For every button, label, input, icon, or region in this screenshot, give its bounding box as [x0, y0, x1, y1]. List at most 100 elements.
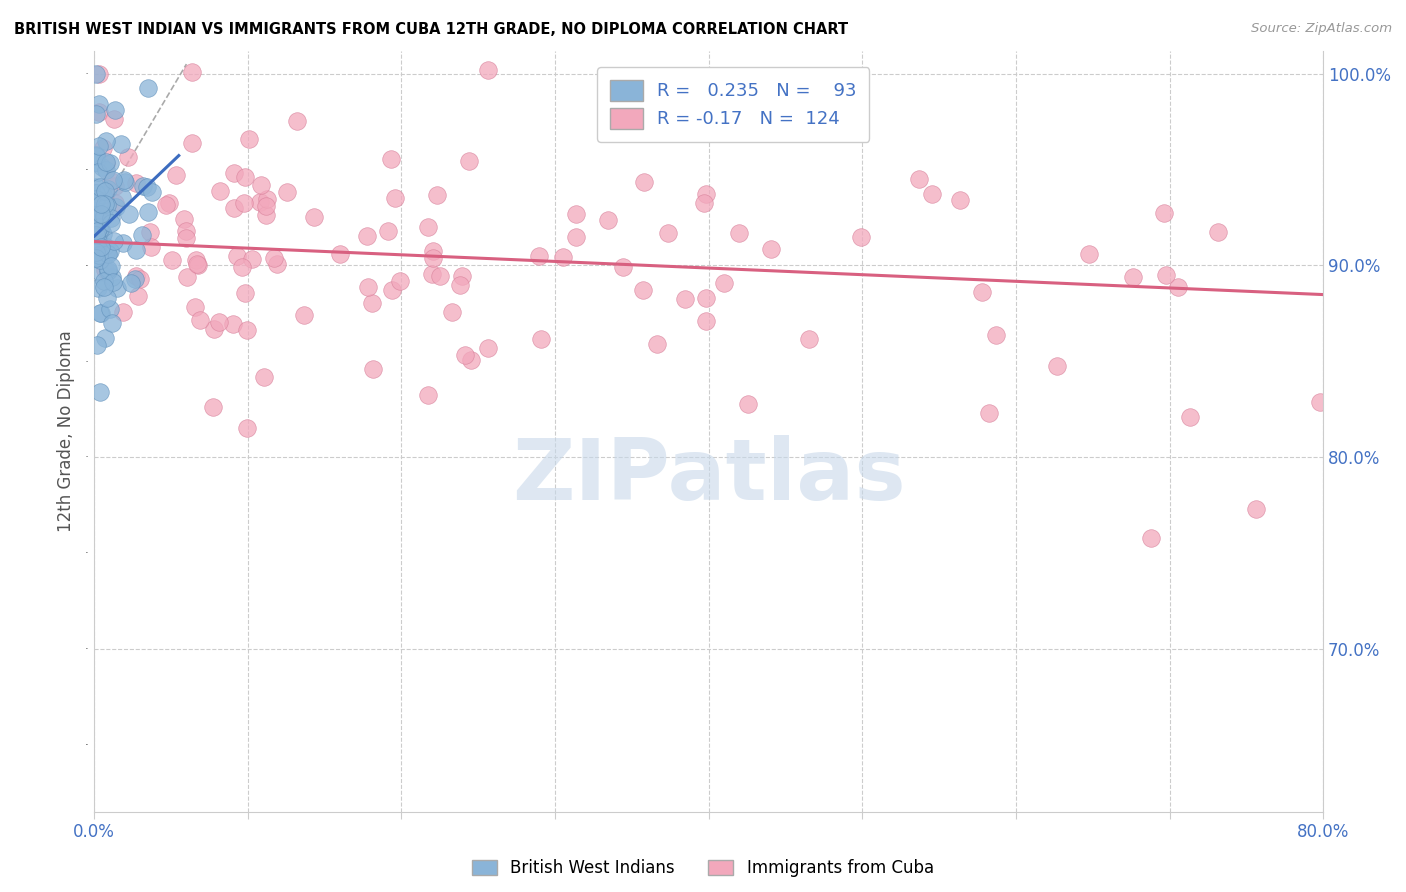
Point	[737, 396, 759, 410]
Point	[110, 136, 132, 151]
Point	[87, 105, 110, 120]
Text: ZIPatlas: ZIPatlas	[512, 435, 905, 518]
Point	[139, 226, 162, 240]
Point	[984, 328, 1007, 343]
Point	[91, 188, 114, 202]
Point	[530, 332, 553, 346]
Point	[93, 274, 115, 288]
Point	[612, 260, 634, 274]
Point	[174, 224, 197, 238]
Point	[103, 234, 125, 248]
Point	[759, 242, 782, 256]
Legend: British West Indians, Immigrants from Cuba: British West Indians, Immigrants from Cu…	[465, 853, 941, 884]
Point	[231, 260, 253, 275]
Point	[91, 141, 114, 155]
Point	[84, 148, 107, 162]
Point	[87, 215, 110, 229]
Point	[127, 288, 149, 302]
Point	[292, 308, 315, 322]
Point	[173, 212, 195, 227]
Point	[86, 338, 108, 352]
Point	[89, 222, 111, 236]
Point	[132, 178, 155, 193]
Point	[107, 281, 129, 295]
Point	[250, 178, 273, 193]
Point	[96, 246, 118, 260]
Point	[135, 180, 157, 194]
Point	[222, 201, 245, 215]
Point	[418, 219, 440, 234]
Point	[157, 196, 180, 211]
Point	[141, 186, 163, 200]
Point	[84, 67, 107, 81]
Point	[256, 192, 278, 206]
Point	[86, 251, 108, 265]
Point	[101, 275, 124, 289]
Point	[1178, 409, 1201, 424]
Point	[1046, 359, 1069, 374]
Point	[94, 184, 117, 198]
Point	[125, 268, 148, 283]
Point	[1206, 225, 1229, 239]
Text: Source: ZipAtlas.com: Source: ZipAtlas.com	[1251, 22, 1392, 36]
Point	[87, 220, 110, 235]
Point	[645, 337, 668, 351]
Point	[357, 280, 380, 294]
Point	[131, 228, 153, 243]
Point	[100, 174, 122, 188]
Point	[86, 206, 108, 220]
Point	[96, 135, 118, 149]
Point	[84, 213, 107, 227]
Point	[89, 179, 111, 194]
Point	[141, 240, 163, 254]
Point	[224, 166, 246, 180]
Point	[94, 239, 117, 253]
Point	[101, 317, 124, 331]
Point	[249, 195, 271, 210]
Point	[384, 191, 406, 205]
Point	[104, 178, 127, 193]
Point	[377, 223, 399, 237]
Point	[529, 249, 551, 263]
Point	[86, 280, 108, 294]
Point	[100, 216, 122, 230]
Point	[1154, 268, 1177, 283]
Point	[136, 205, 159, 219]
Point	[551, 250, 574, 264]
Point	[457, 153, 479, 168]
Point	[454, 348, 477, 362]
Point	[87, 220, 110, 235]
Text: BRITISH WEST INDIAN VS IMMIGRANTS FROM CUBA 12TH GRADE, NO DIPLOMA CORRELATION C: BRITISH WEST INDIAN VS IMMIGRANTS FROM C…	[14, 22, 848, 37]
Point	[84, 195, 107, 210]
Point	[1121, 269, 1143, 284]
Point	[181, 64, 204, 78]
Point	[89, 252, 111, 267]
Point	[564, 230, 586, 244]
Point	[233, 285, 256, 300]
Point	[84, 155, 107, 169]
Point	[693, 196, 716, 211]
Point	[89, 248, 111, 262]
Point	[103, 112, 125, 126]
Legend: R =   0.235   N =    93, R = -0.17   N =  124: R = 0.235 N = 93, R = -0.17 N = 124	[598, 67, 869, 142]
Point	[90, 221, 112, 235]
Point	[97, 264, 120, 278]
Point	[84, 192, 107, 206]
Point	[103, 173, 125, 187]
Point	[84, 180, 107, 194]
Point	[266, 257, 288, 271]
Point	[380, 152, 402, 166]
Point	[565, 207, 588, 221]
Point	[184, 253, 207, 268]
Point	[84, 107, 107, 121]
Point	[1167, 279, 1189, 293]
Point	[165, 168, 187, 182]
Point	[94, 155, 117, 169]
Point	[129, 272, 152, 286]
Point	[426, 187, 449, 202]
Point	[236, 323, 259, 337]
Point	[84, 148, 107, 162]
Point	[1077, 246, 1099, 260]
Point	[657, 226, 679, 240]
Point	[208, 315, 231, 329]
